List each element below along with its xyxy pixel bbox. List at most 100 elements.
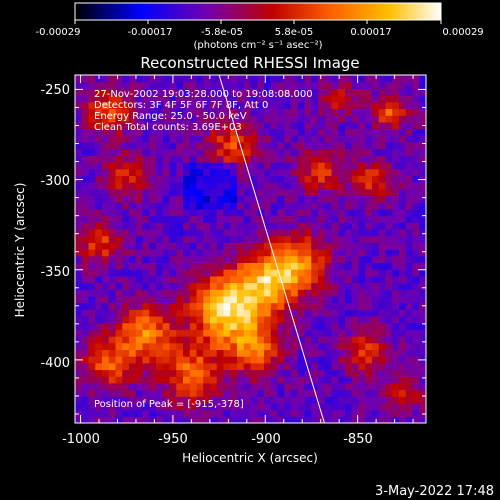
heatmap-cell [365, 95, 373, 103]
heatmap-cell [183, 295, 191, 304]
heatmap-cell [358, 396, 366, 404]
heatmap-cell [196, 269, 204, 277]
heatmap-cell [81, 302, 90, 310]
heatmap-cell [189, 249, 198, 257]
heatmap-cell [365, 242, 373, 250]
heatmap-cell [95, 195, 103, 203]
heatmap-cell [216, 289, 225, 297]
x-tick-label: -1000 [62, 432, 100, 447]
heatmap-cell [162, 295, 171, 304]
heatmap-cell [189, 356, 198, 364]
heatmap-cell [284, 269, 292, 277]
heatmap-cell [216, 322, 225, 330]
heatmap-cell [135, 342, 144, 350]
heatmap-cell [385, 88, 393, 96]
heatmap-cell [311, 222, 319, 230]
heatmap-cell [149, 396, 157, 404]
heatmap-cell [216, 175, 225, 183]
heatmap-cell [75, 249, 83, 257]
heatmap-cell [196, 262, 204, 270]
heatmap-cell [250, 376, 258, 384]
heatmap-cell [358, 175, 366, 183]
heatmap-cell [176, 115, 184, 123]
heatmap-cell [331, 188, 339, 197]
heatmap-cell [304, 175, 312, 183]
heatmap-cell [135, 75, 144, 83]
heatmap-cell [189, 148, 198, 156]
heatmap-cell [102, 269, 110, 277]
heatmap-cell [257, 389, 265, 397]
heatmap-cell [405, 376, 414, 384]
heatmap-cell [385, 235, 393, 243]
heatmap-cell [399, 409, 407, 417]
heatmap-cell [385, 362, 393, 371]
heatmap-cell [392, 342, 400, 350]
heatmap-cell [230, 322, 238, 330]
heatmap-cell [250, 235, 258, 243]
heatmap-cell [304, 255, 312, 263]
heatmap-cell [297, 295, 306, 304]
heatmap-cell [311, 302, 319, 310]
heatmap-cell [243, 188, 252, 197]
heatmap-cell [115, 128, 123, 136]
heatmap-cell [243, 376, 252, 384]
heatmap-cell [176, 75, 184, 83]
heatmap-cell [162, 235, 171, 243]
heatmap-cell [284, 356, 292, 364]
heatmap-cell [102, 376, 110, 384]
heatmap-cell [405, 336, 414, 344]
heatmap-cell [176, 208, 184, 217]
heatmap-cell [196, 88, 204, 96]
heatmap-cell [81, 215, 90, 223]
heatmap-cell [277, 88, 285, 96]
heatmap-cell [264, 369, 272, 377]
heatmap-cell [183, 188, 191, 197]
heatmap-cell [304, 101, 312, 110]
heatmap-cell [122, 188, 130, 197]
heatmap-cell [210, 95, 218, 103]
heatmap-cell [75, 309, 83, 317]
heatmap-cell [169, 175, 177, 183]
heatmap-cell [372, 362, 380, 371]
heatmap-cell [324, 329, 333, 337]
heatmap-cell [284, 342, 292, 350]
heatmap-cell [162, 409, 171, 417]
heatmap-cell [311, 402, 319, 411]
heatmap-cell [210, 302, 218, 310]
heatmap-cell [412, 249, 420, 257]
heatmap-cell [223, 135, 231, 143]
render-timestamp: 3-May-2022 17:48 [375, 484, 494, 499]
heatmap-cell [95, 115, 103, 123]
heatmap-cell [223, 275, 231, 284]
heatmap-cell [277, 416, 285, 423]
heatmap-cell [304, 115, 312, 123]
heatmap-cell [88, 182, 96, 190]
heatmap-cell [385, 188, 393, 197]
heatmap-cell [419, 249, 426, 257]
heatmap-cell [122, 75, 130, 83]
heatmap-cell [176, 162, 184, 170]
heatmap-cell [203, 88, 211, 96]
heatmap-cell [81, 242, 90, 250]
heatmap-cell [304, 88, 312, 96]
heatmap-cell [162, 262, 171, 270]
heatmap-cell [210, 155, 218, 163]
heatmap-cell [392, 75, 400, 83]
heatmap-cell [88, 101, 96, 110]
heatmap-cell [277, 249, 285, 257]
heatmap-cell [115, 141, 123, 150]
heatmap-cell [88, 249, 96, 257]
heatmap-cell [378, 115, 387, 123]
heatmap-cell [405, 396, 414, 404]
heatmap-cell [392, 108, 400, 116]
heatmap-cell [216, 349, 225, 357]
heatmap-cell [129, 402, 137, 411]
heatmap-cell [216, 195, 225, 203]
heatmap-cell [102, 315, 110, 324]
heatmap-cell [399, 182, 407, 190]
heatmap-cell [149, 382, 157, 391]
heatmap-cell [264, 416, 272, 423]
heatmap-cell [405, 289, 414, 297]
observation-annotations: 27-Nov-2002 19:03:28.000 to 19:08:08.000… [94, 89, 313, 133]
heatmap-cell [169, 141, 177, 150]
